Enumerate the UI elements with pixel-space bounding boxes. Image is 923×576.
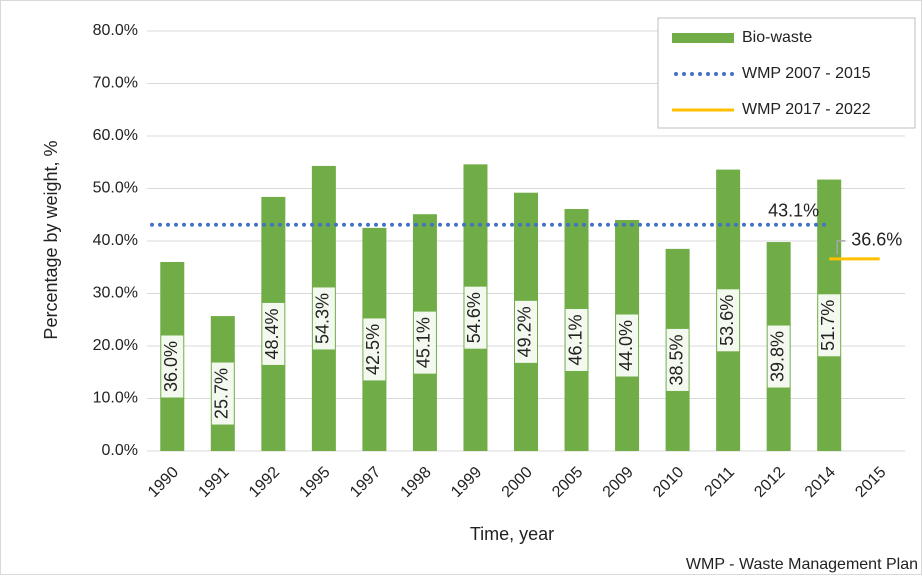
legend-label: Bio-waste <box>742 29 812 46</box>
data-label: 42.5% <box>363 324 383 375</box>
data-label: 45.1% <box>414 317 434 368</box>
reference-label: 36.6% <box>851 230 902 250</box>
data-label: 46.1% <box>565 314 585 365</box>
data-label: 38.5% <box>666 334 686 385</box>
data-label-bg <box>211 362 234 425</box>
data-label: 54.3% <box>313 293 333 344</box>
y-tick-label: 50.0% <box>93 180 138 197</box>
y-axis-title: Percentage by weight, % <box>41 140 61 339</box>
legend-label: WMP 2007 - 2015 <box>742 65 871 82</box>
y-tick-label: 80.0% <box>93 22 138 39</box>
data-label: 53.6% <box>717 295 737 346</box>
y-tick-label: 0.0% <box>102 442 138 459</box>
data-label: 36.0% <box>161 341 181 392</box>
data-label-bg <box>413 311 436 374</box>
data-label-bg <box>717 289 740 352</box>
data-label-bg <box>515 300 537 363</box>
reference-label: 43.1% <box>768 200 819 220</box>
legend-label: WMP 2017 - 2022 <box>742 101 871 118</box>
data-label-bg <box>312 287 335 350</box>
data-label-bg <box>262 302 285 365</box>
data-label: 54.6% <box>464 292 484 343</box>
y-tick-label: 70.0% <box>93 75 138 92</box>
y-tick-label: 30.0% <box>93 285 138 302</box>
data-label: 39.8% <box>767 331 787 382</box>
data-label-bg <box>847 228 908 253</box>
data-label: 48.4% <box>262 308 282 359</box>
data-label-bg <box>818 294 841 357</box>
data-label-bg <box>161 335 184 398</box>
data-label-bg <box>767 325 790 388</box>
data-label: 44.0% <box>616 320 636 371</box>
data-label-bg <box>464 286 487 349</box>
data-label-bg <box>666 328 689 391</box>
label-connector <box>836 240 846 255</box>
data-label-bg <box>565 308 588 371</box>
data-label-bg <box>363 318 386 381</box>
data-label: 25.7% <box>212 368 232 419</box>
footnote: WMP - Waste Management Plan <box>686 556 918 573</box>
y-tick-label: 40.0% <box>93 232 138 249</box>
data-label: 51.7% <box>818 300 838 351</box>
data-label: 49.2% <box>515 306 535 357</box>
y-tick-label: 10.0% <box>93 390 138 407</box>
y-tick-label: 60.0% <box>93 127 138 144</box>
data-label-bg <box>616 314 639 377</box>
legend-swatch <box>672 33 734 43</box>
y-tick-label: 20.0% <box>93 337 138 354</box>
x-axis-title: Time, year <box>470 524 554 544</box>
